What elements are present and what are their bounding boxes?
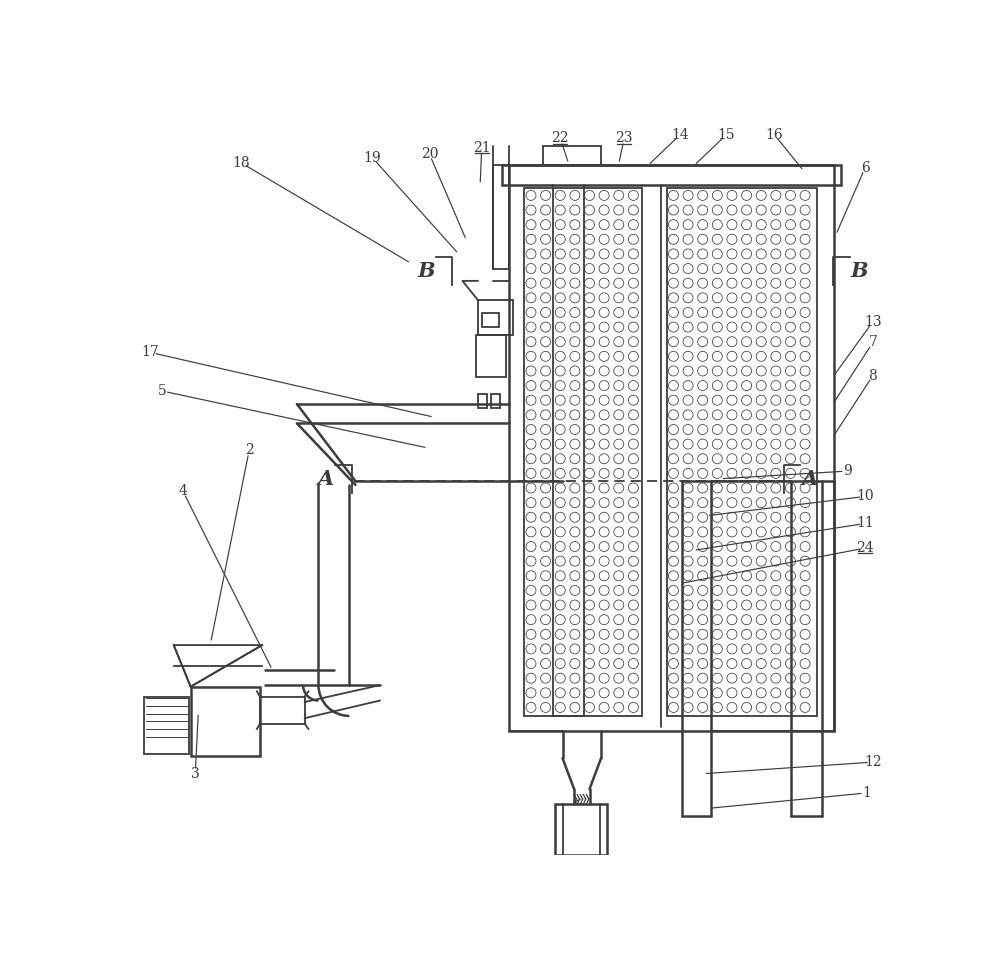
Text: 5: 5 <box>158 384 167 398</box>
Text: 10: 10 <box>856 489 874 504</box>
Text: 19: 19 <box>364 151 381 164</box>
Text: 6: 6 <box>861 160 870 175</box>
Text: 24: 24 <box>856 541 874 555</box>
Text: 3: 3 <box>191 767 200 780</box>
Bar <box>666 188 817 716</box>
Bar <box>482 313 499 327</box>
Bar <box>478 300 512 334</box>
Bar <box>543 146 601 165</box>
Bar <box>144 697 189 754</box>
Text: 21: 21 <box>473 140 491 155</box>
Text: 12: 12 <box>864 755 882 769</box>
Text: 9: 9 <box>843 464 852 478</box>
Text: 4: 4 <box>179 484 187 498</box>
Bar <box>555 804 607 854</box>
Text: 14: 14 <box>671 128 689 141</box>
Bar <box>191 687 260 756</box>
Text: 16: 16 <box>765 128 783 141</box>
Bar <box>476 334 506 377</box>
Text: 18: 18 <box>233 156 250 170</box>
Text: 8: 8 <box>868 369 877 382</box>
Text: 7: 7 <box>868 335 877 350</box>
Bar <box>491 394 500 407</box>
Bar <box>502 165 841 185</box>
Text: 2: 2 <box>245 443 254 457</box>
Text: 13: 13 <box>864 314 882 329</box>
Text: B: B <box>417 260 435 281</box>
Text: 1: 1 <box>862 786 871 800</box>
Bar <box>260 697 305 724</box>
Text: B: B <box>850 260 868 281</box>
Text: 23: 23 <box>615 132 633 145</box>
Text: A: A <box>802 469 818 489</box>
Text: A: A <box>318 469 334 489</box>
Bar <box>524 188 642 716</box>
Bar <box>478 394 487 407</box>
Text: 17: 17 <box>142 346 159 359</box>
Text: 22: 22 <box>551 132 569 145</box>
Bar <box>509 165 834 731</box>
Text: 11: 11 <box>856 516 874 530</box>
Text: 20: 20 <box>421 147 438 160</box>
Text: 15: 15 <box>718 128 735 141</box>
